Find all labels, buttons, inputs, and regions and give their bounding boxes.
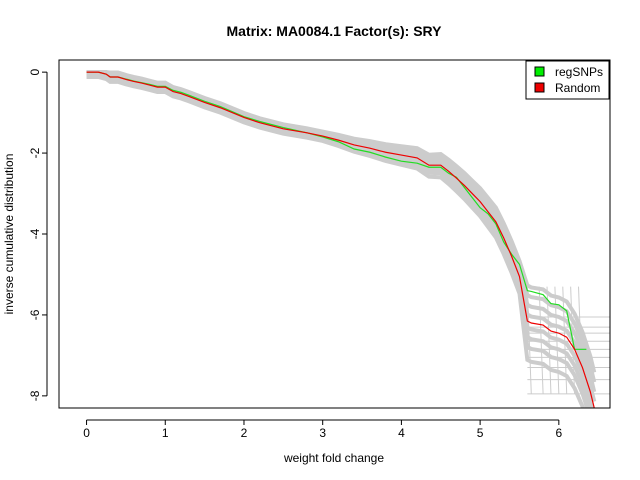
- x-tick-label: 6: [555, 426, 562, 440]
- background-trace: [86, 70, 595, 408]
- x-tick-label: 4: [398, 426, 405, 440]
- background-trace: [86, 70, 597, 393]
- background-drop: [526, 286, 532, 394]
- x-tick-label: 0: [83, 426, 90, 440]
- series-line-regsnps: [86, 71, 587, 350]
- y-tick-label: -4: [28, 228, 42, 239]
- x-tick-label: 5: [477, 426, 484, 440]
- legend-label: regSNPs: [555, 65, 603, 79]
- background-trace: [86, 70, 597, 373]
- background-trace: [86, 70, 597, 402]
- legend-swatch: [534, 66, 545, 77]
- y-tick-label: -6: [28, 309, 42, 320]
- chart-title: Matrix: MA0084.1 Factor(s): SRY: [227, 23, 443, 39]
- x-axis-label: weight fold change: [283, 451, 384, 465]
- y-tick-label: 0: [28, 68, 42, 75]
- y-axis: 0 -2 -4 -6 -8: [28, 68, 48, 401]
- legend-swatch: [534, 82, 545, 93]
- legend: regSNPs Random: [525, 60, 610, 100]
- x-tick-label: 1: [162, 426, 169, 440]
- y-tick-label: -2: [28, 147, 42, 158]
- y-tick-label: -8: [28, 390, 42, 401]
- plot-frame: [58, 59, 611, 409]
- series-line-random: [86, 71, 595, 408]
- x-tick-label: 3: [319, 426, 326, 440]
- background-drop: [546, 286, 552, 394]
- plot-area: [86, 70, 610, 408]
- background-trace: [86, 72, 593, 408]
- background-drop: [538, 286, 544, 394]
- series-lines: [86, 71, 595, 408]
- x-axis: 0 1 2 3 4 5 6: [83, 419, 562, 440]
- background-drop: [562, 286, 568, 394]
- x-tick-label: 2: [241, 426, 248, 440]
- background-traces: [86, 70, 610, 408]
- y-axis-label: inverse cumulative distribution: [2, 154, 16, 315]
- background-drop: [578, 286, 583, 394]
- background-trace: [86, 70, 597, 383]
- legend-label: Random: [555, 81, 600, 95]
